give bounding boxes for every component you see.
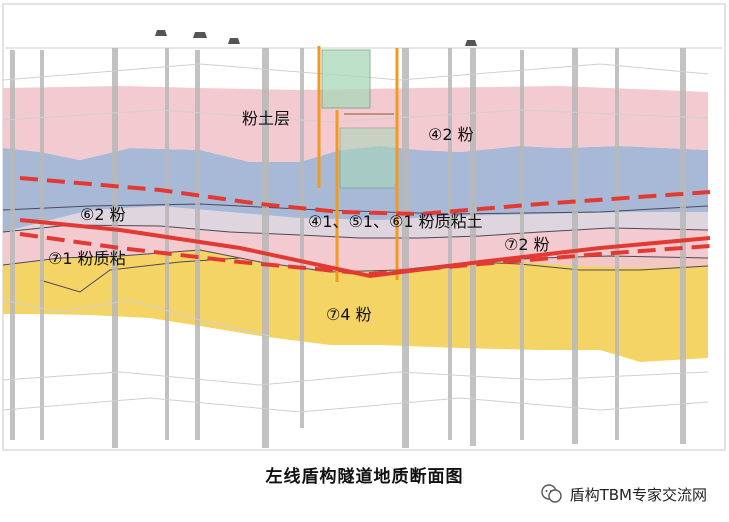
marker-icon <box>193 32 207 38</box>
label-silt-top: 粉土层 <box>242 109 290 128</box>
layer-7-4-region <box>3 250 708 362</box>
marker-icon <box>228 38 240 44</box>
marker-icon <box>155 30 167 36</box>
construction-lines <box>2 63 709 413</box>
wechat-icon <box>540 484 562 503</box>
shaft-fill-upper <box>321 49 371 109</box>
watermark-text: 盾构TBM专家交流网 <box>569 485 707 504</box>
tunnel-lines <box>19 176 711 279</box>
figure-caption: 左线盾构隧道地质断面图 <box>265 467 464 487</box>
layer-6-2-wedge <box>3 206 708 238</box>
watermark: 盾构TBM专家交流网 <box>540 482 707 506</box>
label-6-2: ⑥2 粉 <box>80 205 126 224</box>
label-7-4: ⑦4 粉 <box>326 305 372 324</box>
label-4-2: ④2 粉 <box>428 125 474 144</box>
layer-silt-top-region <box>3 86 708 162</box>
marker-icon <box>465 40 477 46</box>
surface-markers <box>155 30 477 46</box>
label-mixed-clay: ④1、⑤1、⑥1 粉质粘土 <box>308 212 483 231</box>
tunnel-upper-dashed <box>19 176 711 217</box>
label-7-1: ⑦1 粉质粘 <box>48 249 126 268</box>
shaft-fill-lower <box>339 127 397 189</box>
tunnel-lower-dashed <box>19 232 711 277</box>
label-7-2: ⑦2 粉 <box>504 235 550 254</box>
